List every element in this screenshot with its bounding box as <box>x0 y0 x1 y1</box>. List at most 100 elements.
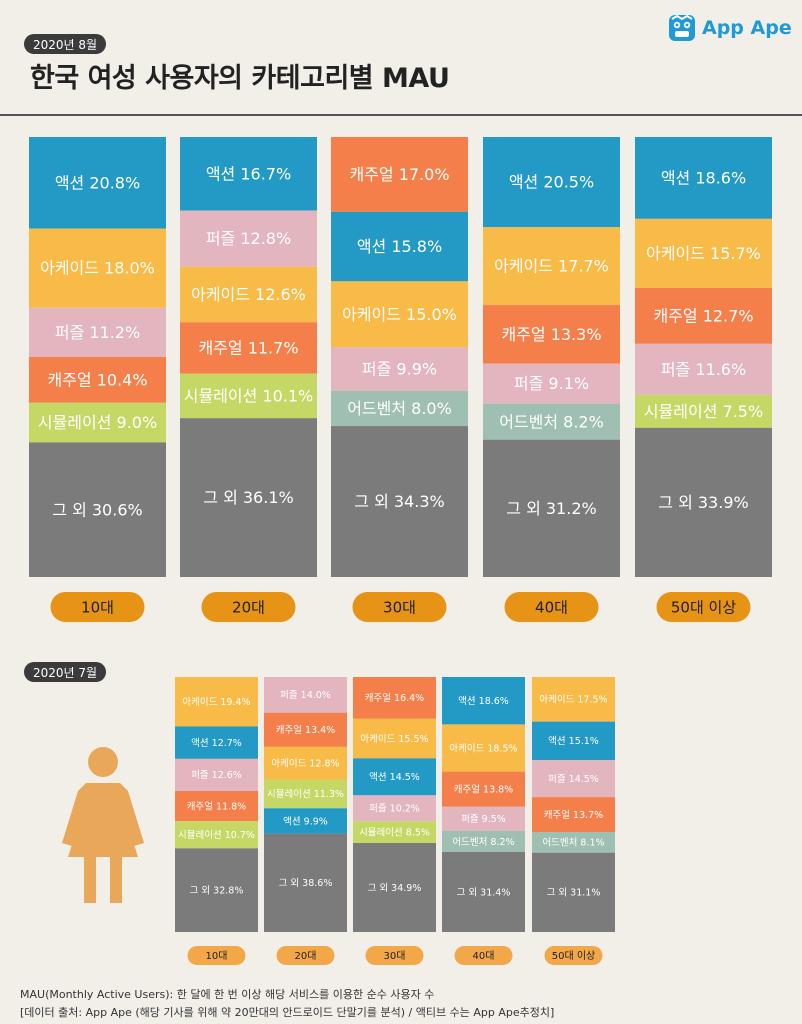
jul-segment-simulation <box>353 821 436 844</box>
jul-label-casual: 캐주얼 16.4% <box>365 693 424 704</box>
footnote-mau: MAU(Monthly Active Users): 한 달에 한 번 이상 해… <box>20 988 435 1001</box>
jul-age-label: 10대 <box>206 950 228 962</box>
aug-segment-casual <box>29 357 166 403</box>
aug-segment-adventure <box>483 403 620 440</box>
jul-segment-other <box>264 833 347 932</box>
aug-segment-puzzle <box>180 210 317 267</box>
aug-label-arcade: 아케이드 18.0% <box>40 259 155 278</box>
jul-label-arcade: 아케이드 17.5% <box>539 695 607 706</box>
aug-label-casual: 캐주얼 13.3% <box>501 325 601 344</box>
jul-label-simulation: 시뮬레이션 8.5% <box>359 827 430 838</box>
aug-age-badge <box>656 592 751 622</box>
jul-age-badge <box>454 946 513 965</box>
jul-label-arcade: 아케이드 18.5% <box>449 743 517 754</box>
jul-label-other: 그 외 38.6% <box>279 877 333 889</box>
aug-label-puzzle: 퍼즐 11.2% <box>55 323 140 342</box>
aug-segment-arcade <box>483 227 620 306</box>
jul-segment-puzzle <box>175 758 258 791</box>
jul-segment-arcade <box>532 677 615 722</box>
jul-label-other: 그 외 31.1% <box>547 887 601 899</box>
jul-age-label: 30대 <box>384 950 406 962</box>
footnote-source: [데이터 출처: App Ape (해당 기사를 위해 약 20만대의 안드로이… <box>20 1006 555 1019</box>
jul-label-simulation: 시뮬레이션 11.3% <box>267 789 344 800</box>
jul-age-label: 40대 <box>473 950 495 962</box>
aug-segment-puzzle <box>331 347 468 391</box>
jul-label-action: 액션 14.5% <box>369 771 420 783</box>
aug-segment-arcade <box>29 228 166 308</box>
logo-text: App Ape <box>702 17 792 39</box>
jul-segment-adventure <box>442 831 525 852</box>
jul-label-puzzle: 퍼즐 10.2% <box>369 804 420 815</box>
jul-label-casual: 캐주얼 13.7% <box>544 810 603 821</box>
jul-age-label: 20대 <box>295 950 317 962</box>
jul-age-badge <box>276 946 335 965</box>
aug-segment-casual <box>331 137 468 212</box>
jul-segment-casual <box>532 797 615 833</box>
jul-segment-arcade <box>442 724 525 772</box>
aug-label-other: 그 외 36.1% <box>203 488 293 507</box>
aug-label-casual: 캐주얼 10.4% <box>47 370 147 389</box>
aug-label-action: 액션 20.5% <box>509 173 594 192</box>
jul-segment-puzzle <box>264 677 347 713</box>
jul-age-label: 50대 이상 <box>552 950 596 962</box>
jul-label-puzzle: 퍼즐 9.5% <box>461 814 506 825</box>
aug-segment-action <box>180 137 317 211</box>
jul-segment-adventure <box>532 832 615 853</box>
page-title: 한국 여성 사용자의 카테고리별 MAU <box>30 63 450 94</box>
aug-label-puzzle: 퍼즐 9.9% <box>362 360 437 379</box>
aug-label-adventure: 어드벤처 8.2% <box>499 412 604 431</box>
jul-label-casual: 캐주얼 13.8% <box>454 785 513 796</box>
jul-label-casual: 캐주얼 11.8% <box>187 801 246 812</box>
aug-label-adventure: 어드벤처 8.0% <box>347 399 452 418</box>
jul-segment-puzzle <box>353 795 436 822</box>
aug-segment-other <box>635 427 772 577</box>
jul-segment-other <box>532 852 615 932</box>
jul-segment-simulation <box>175 821 258 849</box>
aug-label-arcade: 아케이드 15.7% <box>646 244 761 263</box>
aug-age-label: 30대 <box>383 598 416 616</box>
jul-label-arcade: 아케이드 19.4% <box>182 697 250 708</box>
aug-label-puzzle: 퍼즐 12.8% <box>206 229 291 248</box>
aug-label-casual: 캐주얼 17.0% <box>349 165 449 184</box>
aug-segment-other <box>483 439 620 577</box>
jul-segment-action <box>353 758 436 796</box>
aug-segment-simulation <box>180 373 317 419</box>
jul-segment-other <box>353 843 436 932</box>
aug-label-arcade: 아케이드 17.7% <box>494 257 609 276</box>
jul-label-arcade: 아케이드 12.8% <box>271 759 339 770</box>
aug-segment-simulation <box>635 394 772 428</box>
aug-label-arcade: 아케이드 15.0% <box>342 305 457 324</box>
aug-segment-arcade <box>180 266 317 323</box>
aug-label-simulation: 시뮬레이션 9.0% <box>38 413 157 432</box>
aug-age-label: 10대 <box>81 598 114 616</box>
jul-label-action: 액션 18.6% <box>458 695 509 707</box>
aug-segment-action <box>29 137 166 229</box>
jul-segment-arcade <box>353 718 436 759</box>
aug-label-arcade: 아케이드 12.6% <box>191 285 306 304</box>
aug-label-other: 그 외 34.3% <box>354 492 444 511</box>
jul-label-puzzle: 퍼즐 12.6% <box>191 770 242 781</box>
jul-label-adventure: 어드벤처 8.1% <box>542 837 604 849</box>
jul-segment-action <box>532 721 615 761</box>
jul-segment-casual <box>175 790 258 822</box>
jul-label-other: 그 외 34.9% <box>368 882 422 894</box>
aug-segment-action <box>331 211 468 282</box>
jul-segment-simulation <box>264 779 347 809</box>
aug-segment-other <box>29 442 166 577</box>
aug-age-label: 20대 <box>232 598 265 616</box>
aug-segment-puzzle <box>29 307 166 357</box>
aug-age-badge <box>352 592 447 622</box>
aug-age-label: 40대 <box>535 598 568 616</box>
jul-segment-puzzle <box>532 760 615 798</box>
jul-segment-action <box>442 677 525 725</box>
aug-age-badge <box>504 592 599 622</box>
aug-segment-arcade <box>331 281 468 348</box>
woman-icon <box>62 747 144 903</box>
date-badge-august: 2020년 8월 <box>24 34 106 54</box>
jul-label-action: 액션 9.9% <box>283 815 328 827</box>
aug-label-casual: 캐주얼 12.7% <box>653 306 753 325</box>
aug-label-action: 액션 18.6% <box>661 169 746 188</box>
app-ape-icon <box>669 14 695 41</box>
aug-label-casual: 캐주얼 11.7% <box>198 339 298 358</box>
